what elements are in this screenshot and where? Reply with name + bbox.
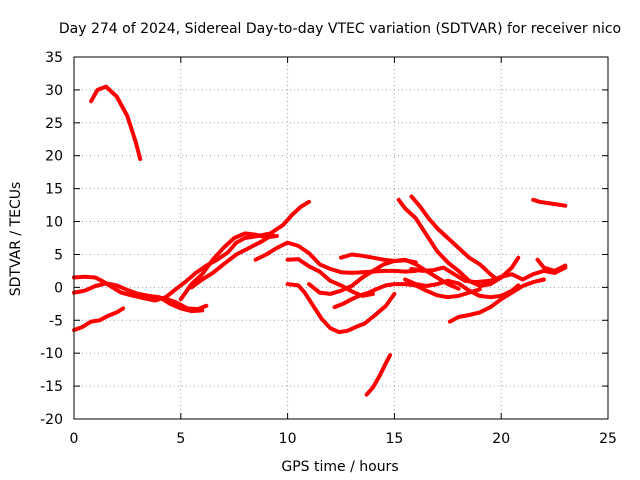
y-tick-label: 35: [45, 50, 63, 66]
series-arc-14: [396, 197, 521, 288]
series-arc-04: [72, 281, 205, 314]
y-tick-label: -20: [40, 412, 63, 428]
series-arc-05: [125, 199, 311, 303]
series-arc-08: [253, 240, 418, 275]
x-tick-label: 15: [385, 431, 403, 447]
series-arc-16: [403, 277, 521, 300]
series-arc-21: [364, 353, 393, 397]
y-tick-label: 25: [45, 116, 63, 132]
y-tick-label: 10: [45, 215, 63, 231]
chart-title: Day 274 of 2024, Sidereal Day-to-day VTE…: [59, 21, 621, 37]
series-arc-11: [307, 257, 461, 296]
series-arc-18: [447, 277, 546, 324]
y-tick-label: 20: [45, 149, 63, 165]
y-tick-label: 0: [54, 280, 63, 296]
x-tick-labels: 0 5 10 15 20 25: [70, 431, 617, 447]
series-arc-13: [332, 282, 482, 310]
y-tick-label: 30: [45, 83, 63, 99]
x-tick-label: 25: [599, 431, 617, 447]
grid: [74, 57, 608, 419]
series-arc-07: [189, 232, 275, 290]
y-tick-label: -5: [49, 313, 63, 329]
series-arc-01: [89, 84, 143, 161]
axis-ticks: [73, 56, 609, 420]
x-tick-label: 10: [279, 431, 297, 447]
series-arc-19: [535, 257, 568, 273]
y-tick-labels: -20 -15 -10 -5 0 5 10 15 20 25 30 35: [40, 50, 63, 428]
series-arc-12: [339, 252, 418, 265]
y-tick-label: -15: [40, 379, 63, 395]
series-arc-02: [72, 306, 126, 333]
x-tick-label: 20: [492, 431, 510, 447]
y-tick-label: -10: [40, 346, 63, 362]
series-arc-10: [285, 282, 397, 335]
series-arc-06: [178, 231, 279, 302]
plot-frame: [73, 56, 609, 420]
series-arc-17: [409, 265, 568, 285]
x-tick-label: 5: [176, 431, 185, 447]
series-arc-20: [531, 197, 568, 208]
series-arc-15: [409, 194, 499, 282]
x-axis-label: GPS time / hours: [281, 459, 398, 475]
y-tick-label: 5: [54, 247, 63, 263]
y-tick-label: 15: [45, 182, 63, 198]
x-tick-label: 0: [70, 431, 79, 447]
y-axis-label: SDTVAR / TECUs: [8, 182, 24, 297]
data-series: [72, 84, 568, 397]
